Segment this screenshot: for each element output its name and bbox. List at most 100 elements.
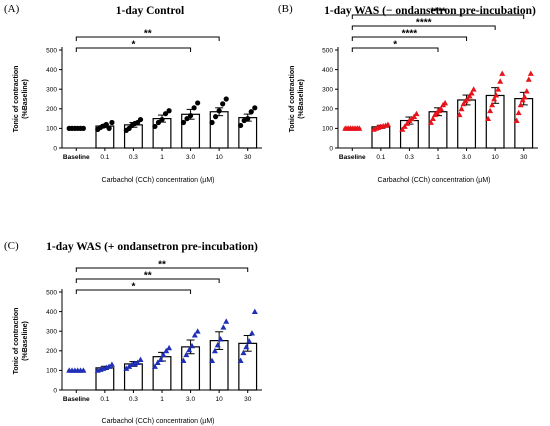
y-tick-label: 400 bbox=[46, 309, 57, 316]
bar bbox=[428, 111, 448, 149]
y-tick-label: 100 bbox=[46, 368, 57, 375]
data-point bbox=[188, 342, 195, 349]
y-axis-label-line: Tonic of contraction bbox=[289, 66, 296, 133]
y-axis-label-line: Tonic of contraction bbox=[13, 66, 20, 133]
data-point bbox=[134, 359, 141, 365]
data-point bbox=[151, 363, 158, 369]
data-point bbox=[499, 70, 506, 76]
data-point bbox=[519, 96, 526, 103]
data-point bbox=[166, 344, 173, 351]
bar bbox=[152, 117, 172, 149]
x-tick-label: 1 bbox=[160, 396, 164, 403]
data-point bbox=[195, 100, 201, 106]
x-tick-label: Baseline bbox=[63, 154, 90, 161]
data-point bbox=[223, 96, 229, 102]
bar bbox=[238, 117, 258, 149]
data-point bbox=[103, 121, 109, 128]
y-tick-label: 400 bbox=[46, 67, 57, 74]
x-tick-label: 0.1 bbox=[100, 154, 109, 161]
x-tick-label: 3.0 bbox=[186, 396, 195, 403]
data-point bbox=[152, 123, 158, 130]
x-tick-label: 0.3 bbox=[129, 154, 138, 161]
significance-label: ** bbox=[158, 260, 166, 271]
data-point bbox=[180, 119, 187, 126]
y-tick-label: 500 bbox=[46, 47, 57, 54]
y-tick-label: 500 bbox=[46, 289, 57, 296]
y-tick-label: 400 bbox=[322, 67, 333, 74]
y-tick-label: 300 bbox=[322, 87, 333, 94]
data-point bbox=[184, 116, 190, 122]
data-point bbox=[243, 343, 250, 350]
data-point bbox=[191, 332, 198, 338]
y-axis-label: Tonic of contraction (%Baseline) bbox=[13, 66, 29, 133]
data-point bbox=[497, 78, 504, 84]
data-point bbox=[240, 349, 247, 356]
data-point bbox=[137, 116, 144, 123]
x-tick-label: 30 bbox=[520, 154, 528, 161]
data-point bbox=[248, 330, 255, 336]
significance-bracket bbox=[351, 36, 468, 41]
data-point bbox=[495, 86, 502, 92]
significance-bracket bbox=[351, 47, 439, 52]
data-point bbox=[159, 116, 165, 123]
y-tick-label: 0 bbox=[53, 387, 57, 394]
y-tick-label: 300 bbox=[46, 87, 57, 94]
data-point bbox=[470, 86, 477, 92]
data-point bbox=[485, 115, 492, 121]
data-point bbox=[187, 113, 194, 119]
data-point bbox=[157, 356, 164, 363]
data-point bbox=[123, 365, 130, 371]
x-axis-label: Carbachol (CCh) concentration (µM) bbox=[378, 177, 491, 184]
data-point bbox=[209, 119, 215, 126]
data-point bbox=[429, 115, 436, 121]
significance-label: * bbox=[131, 40, 135, 51]
data-point bbox=[214, 341, 221, 348]
chart-panel-b: (B) 1-day WAS (− ondansetron pre-incubati… bbox=[278, 3, 538, 184]
significance-label: * bbox=[393, 40, 397, 51]
data-point bbox=[493, 92, 500, 98]
data-point bbox=[237, 357, 244, 363]
data-point bbox=[413, 110, 420, 117]
data-point bbox=[521, 94, 528, 100]
significance-bracket bbox=[75, 47, 192, 52]
x-tick-label: 30 bbox=[244, 396, 252, 403]
data-point bbox=[217, 336, 224, 342]
significance-bracket bbox=[75, 278, 220, 283]
data-point bbox=[517, 101, 524, 108]
data-point bbox=[489, 101, 496, 108]
data-point bbox=[191, 105, 197, 111]
data-point bbox=[108, 361, 115, 367]
data-point bbox=[213, 114, 219, 120]
x-tick-label: 0.1 bbox=[100, 396, 109, 403]
data-point bbox=[245, 116, 251, 122]
significance-label: **** bbox=[402, 29, 418, 40]
y-axis-label: Tonic of contraction (%Baseline) bbox=[289, 66, 305, 133]
significance-bracket bbox=[75, 289, 192, 294]
data-point bbox=[220, 324, 227, 330]
data-point bbox=[460, 100, 467, 107]
x-tick-label: 1 bbox=[160, 154, 164, 161]
data-point bbox=[456, 111, 463, 118]
data-point bbox=[216, 108, 222, 114]
data-point bbox=[438, 105, 445, 112]
bar bbox=[514, 98, 534, 149]
data-point bbox=[166, 108, 172, 114]
significance-bracket bbox=[75, 267, 249, 272]
data-point bbox=[209, 357, 216, 363]
data-point bbox=[515, 109, 522, 116]
data-point bbox=[466, 93, 473, 99]
data-point bbox=[137, 356, 144, 363]
data-point bbox=[211, 347, 218, 354]
y-tick-label: 0 bbox=[53, 145, 57, 152]
y-tick-label: 100 bbox=[322, 126, 333, 133]
data-point bbox=[220, 101, 226, 107]
data-point bbox=[464, 96, 471, 102]
chart-title: 1-day WAS (− ondansetron pre-incubation) bbox=[324, 5, 536, 17]
significance-label: ** bbox=[144, 29, 152, 40]
data-point bbox=[246, 338, 253, 344]
data-point bbox=[458, 105, 465, 112]
significance-label: **** bbox=[430, 7, 446, 18]
data-point bbox=[468, 90, 475, 96]
data-point bbox=[401, 123, 408, 129]
